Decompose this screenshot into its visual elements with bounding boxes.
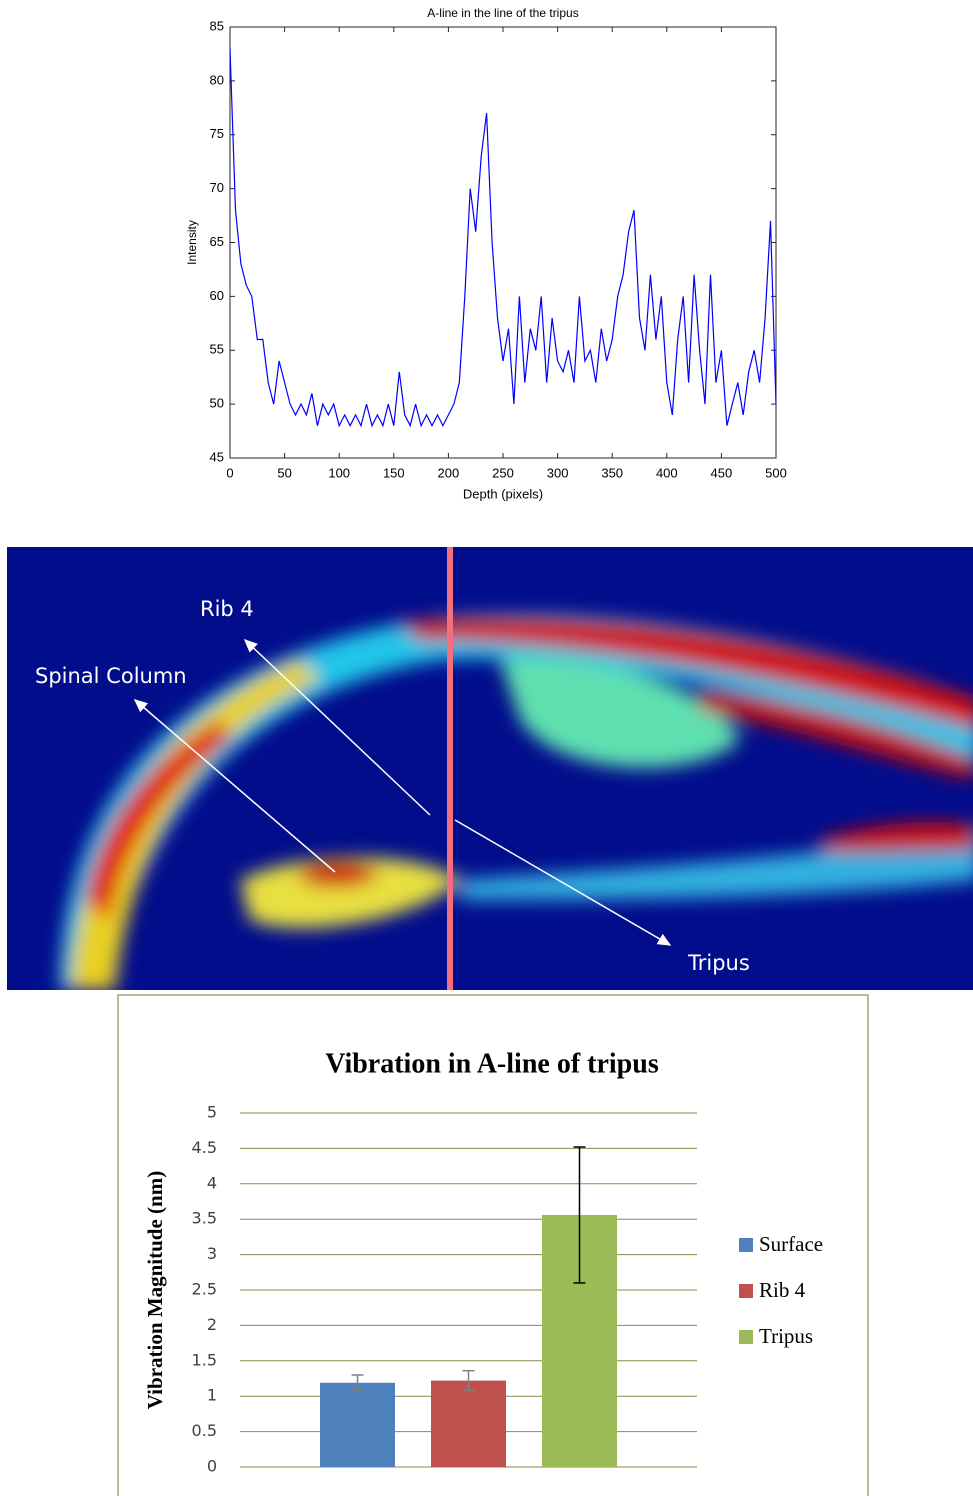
- x-tick-label: 150: [383, 465, 405, 480]
- y-tick-label: 3: [207, 1244, 217, 1263]
- image-label: Rib 4: [200, 597, 254, 621]
- x-axis-label: Depth (pixels): [463, 486, 543, 501]
- chart-title: Vibration in A-line of tripus: [325, 1048, 659, 1079]
- image-label: Tripus: [687, 951, 750, 975]
- x-tick-label: 350: [601, 465, 623, 480]
- image-label: Spinal Column: [35, 664, 187, 688]
- y-tick-label: 2.5: [192, 1280, 217, 1299]
- y-tick-label: 5: [207, 1103, 217, 1122]
- line-chart: A-line in the line of the tripus Depth (p…: [185, 6, 787, 501]
- bar: [431, 1380, 506, 1467]
- x-tick-label: 200: [438, 465, 460, 480]
- y-tick-label: 70: [210, 180, 224, 195]
- y-tick-label: 3.5: [192, 1209, 217, 1228]
- error-bar: [462, 1369, 475, 1392]
- legend-label: Tripus: [759, 1324, 813, 1348]
- x-tick-label: 450: [711, 465, 733, 480]
- y-tick-label: 4.5: [192, 1138, 217, 1157]
- y-tick-label: 0: [207, 1457, 217, 1476]
- legend-label: Surface: [759, 1232, 823, 1256]
- bar: [320, 1382, 395, 1467]
- error-bar: [573, 1146, 586, 1284]
- y-tick-label: 50: [210, 396, 224, 411]
- y-tick-label: 80: [210, 72, 224, 87]
- oct-image: Rib 4 Spinal Column Tripus: [7, 547, 973, 990]
- plot-area: [229, 26, 777, 459]
- x-tick-label: 400: [656, 465, 678, 480]
- y-tick-label: 1.5: [192, 1350, 217, 1369]
- y-tick-label: 45: [210, 449, 224, 464]
- y-tick-label: 1: [207, 1386, 217, 1405]
- bar-chart: Vibration in A-line of tripus Vibration M…: [143, 1048, 823, 1475]
- y-tick-label: 75: [210, 126, 224, 141]
- x-tick-label: 50: [277, 465, 291, 480]
- y-axis-label: Vibration Magnitude (nm): [143, 1171, 167, 1409]
- x-tick-label: 300: [547, 465, 569, 480]
- y-axis-label: Intensity: [185, 220, 199, 265]
- legend-swatch: [739, 1238, 753, 1252]
- x-tick-label: 100: [328, 465, 350, 480]
- chart-title: A-line in the line of the tripus: [427, 6, 578, 20]
- legend-swatch: [739, 1330, 753, 1344]
- y-tick-label: 65: [210, 234, 224, 249]
- x-tick-label: 0: [226, 465, 233, 480]
- y-tick-label: 85: [210, 18, 224, 33]
- y-tick-label: 2: [207, 1315, 217, 1334]
- y-tick-label: 60: [210, 288, 224, 303]
- error-bar: [351, 1374, 364, 1392]
- y-tick-label: 55: [210, 342, 224, 357]
- data-line: [229, 48, 777, 428]
- x-tick-label: 500: [765, 465, 787, 480]
- y-tick-label: 4: [207, 1173, 217, 1192]
- x-tick-label: 250: [492, 465, 514, 480]
- legend-swatch: [739, 1284, 753, 1298]
- y-tick-label: 0.5: [192, 1421, 217, 1440]
- legend-label: Rib 4: [759, 1278, 806, 1302]
